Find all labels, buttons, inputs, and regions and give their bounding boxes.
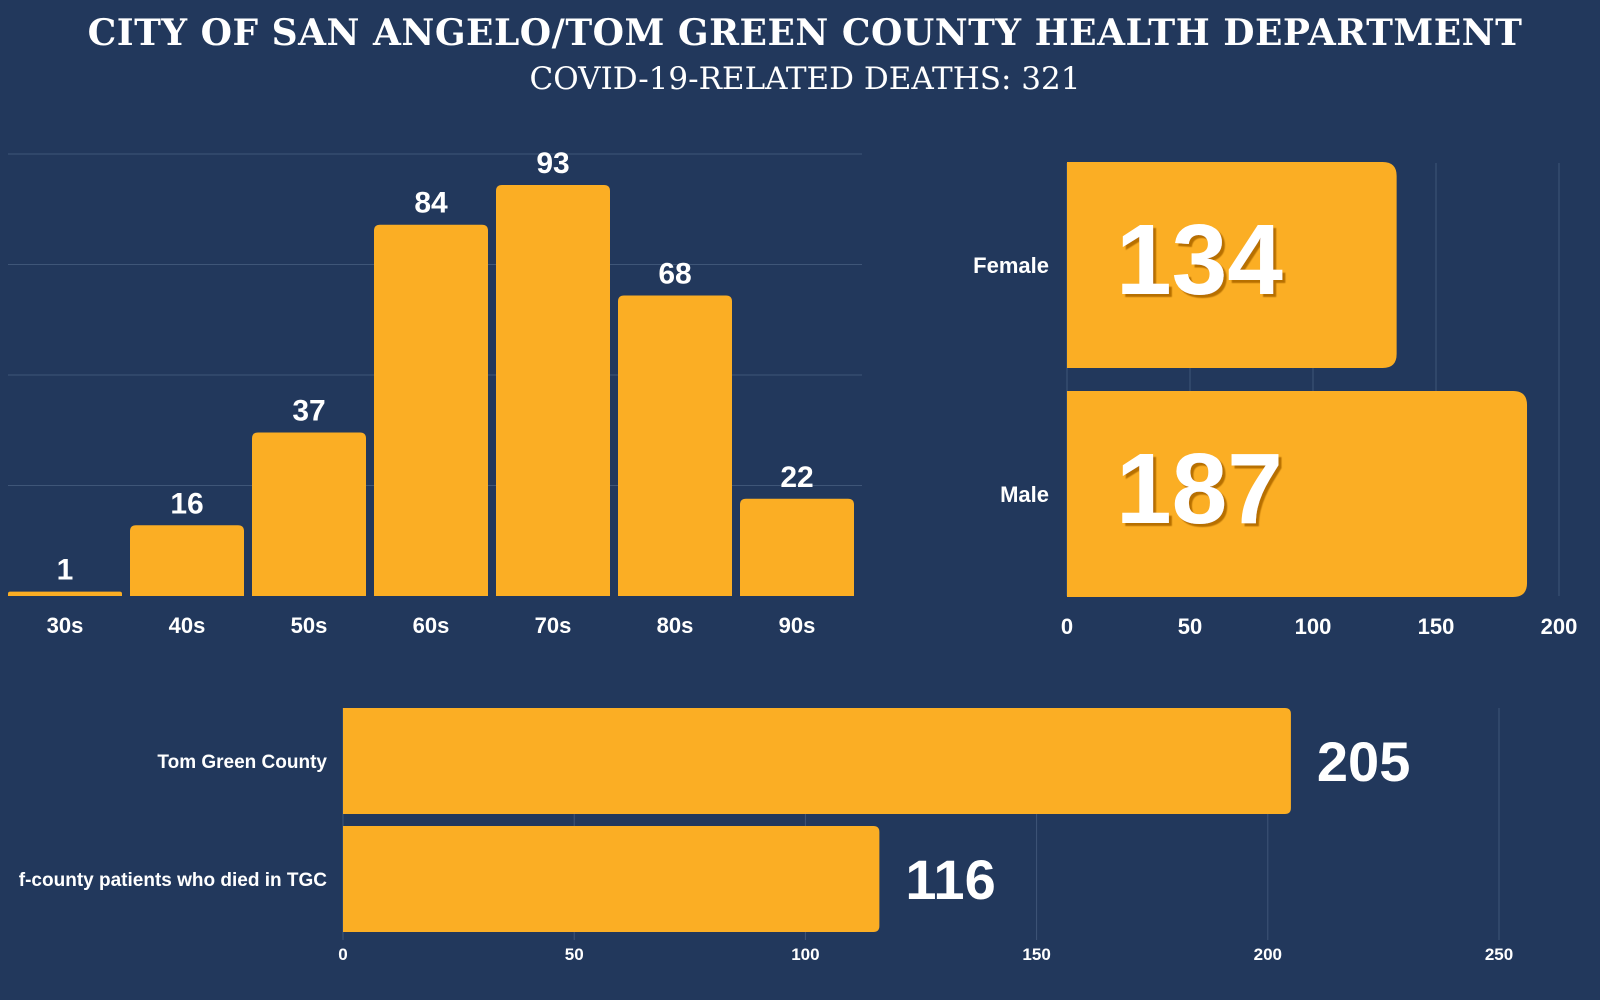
tick-label-gender-200: 200 <box>1541 614 1578 639</box>
tick-label-age-30s: 30s <box>47 613 84 638</box>
tick-label-age-60s: 60s <box>413 613 450 638</box>
bar-female <box>1067 162 1397 368</box>
tick-label-age-70s: 70s <box>535 613 572 638</box>
category-label-residency-0: Tom Green County <box>157 752 327 773</box>
data-label-age-30s: 1 <box>57 554 74 587</box>
data-label-female: 134 <box>1116 204 1283 316</box>
bar-age-30s <box>8 591 122 596</box>
tick-label-gender-0: 0 <box>1061 614 1073 639</box>
bar-residency-1 <box>343 826 880 932</box>
data-label-age-90s: 22 <box>780 461 813 494</box>
data-label-age-40s: 16 <box>170 487 203 520</box>
tick-label-residency-150: 150 <box>1022 945 1050 964</box>
data-label-age-70s: 93 <box>536 147 569 180</box>
tick-label-age-90s: 90s <box>779 613 816 638</box>
bar-age-60s <box>374 224 488 596</box>
tick-label-residency-250: 250 <box>1485 945 1513 964</box>
tick-label-residency-100: 100 <box>791 945 819 964</box>
data-label-residency-1: 116 <box>905 848 995 911</box>
bar-male <box>1067 391 1528 597</box>
bar-age-50s <box>252 432 366 596</box>
page-subtitle: COVID-19-RELATED DEATHS: 321 <box>529 61 1081 97</box>
tick-label-residency-50: 50 <box>565 945 584 964</box>
data-label-age-60s: 84 <box>414 187 448 220</box>
bar-age-70s <box>496 184 610 596</box>
tick-label-residency-200: 200 <box>1254 945 1282 964</box>
tick-label-gender-50: 50 <box>1178 614 1202 639</box>
category-label-female: Female <box>973 253 1049 278</box>
category-label-male: Male <box>1000 482 1049 507</box>
bar-age-40s <box>130 525 244 596</box>
tick-label-residency-0: 0 <box>338 945 347 964</box>
tick-label-gender-100: 100 <box>1295 614 1332 639</box>
tick-label-age-80s: 80s <box>657 613 694 638</box>
data-label-male: 187 <box>1116 433 1283 545</box>
page-title: CITY OF SAN ANGELO/TOM GREEN COUNTY HEAL… <box>87 12 1523 54</box>
tick-label-gender-150: 150 <box>1418 614 1455 639</box>
tick-label-age-50s: 50s <box>291 613 328 638</box>
data-label-age-80s: 68 <box>658 257 691 290</box>
category-label-residency-1: f-county patients who died in TGC <box>19 870 327 891</box>
tick-label-age-40s: 40s <box>169 613 206 638</box>
data-label-age-50s: 37 <box>292 394 325 427</box>
bar-residency-0 <box>343 708 1291 814</box>
data-label-residency-0: 205 <box>1317 730 1410 793</box>
bar-age-80s <box>618 295 732 596</box>
bar-age-90s <box>740 498 854 596</box>
